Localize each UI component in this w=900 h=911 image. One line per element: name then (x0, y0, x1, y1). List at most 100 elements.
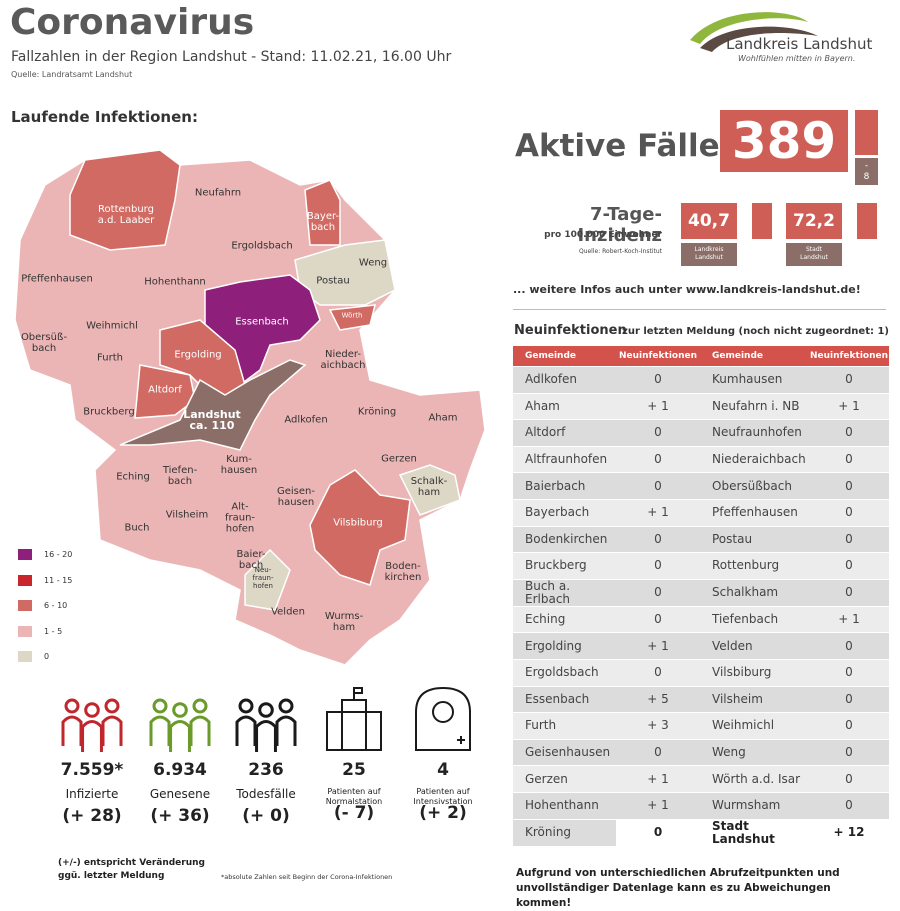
table-cell: 0 (809, 473, 889, 499)
stat-label: Patienten auf Normalstation (325, 787, 383, 806)
stat-icon (61, 698, 123, 752)
table-cell: Eching (513, 606, 616, 633)
region-label: Weihmichl (86, 320, 138, 332)
table-row: Altdorf 0 Neufraunhofen 0 (513, 420, 889, 446)
stat-icon (235, 698, 297, 752)
stat-icon (415, 686, 471, 751)
table-cell: 0 (616, 446, 700, 473)
icon-head (278, 698, 294, 714)
region-label: Rottenburg a.d. Laaber (97, 204, 155, 226)
legend-label: 1 - 5 (44, 626, 63, 636)
region-label: Obersüß- bach (20, 332, 68, 354)
table-cell: Rottenburg (700, 553, 809, 579)
region-label: Adlkofen (284, 414, 328, 426)
table-cell: Buch a. Erlbach (513, 579, 616, 606)
stat-label: Todesfälle (236, 787, 296, 801)
disclaimer: Aufgrund von unterschiedlichen Abrufzeit… (516, 867, 840, 909)
table-cell: Geisenhausen (513, 739, 616, 766)
table-cell: + 1 (616, 766, 700, 792)
table-cell: 0 (616, 553, 700, 579)
region-label: Nieder- aichbach (320, 349, 366, 371)
icon-body (81, 720, 103, 752)
table-cell: Bruckberg (513, 553, 616, 579)
stat-change: (+ 28) (62, 806, 122, 826)
icon-body (235, 715, 257, 746)
region-label: Velden (271, 606, 305, 618)
table-cell: Hohenthann (513, 792, 616, 819)
table-cell: 0 (809, 446, 889, 473)
table-row: Bruckberg 0 Rottenburg 0 (513, 553, 889, 579)
region-label: Kum- hausen (220, 454, 258, 476)
icon-flag (353, 687, 363, 700)
table-note: zur letzten Meldung (noch nicht zugeordn… (622, 326, 889, 337)
incidence-subtitle: pro 100.000 Einwohner (544, 230, 662, 240)
region-label: Geisen- hausen (277, 486, 315, 508)
source: Quelle: Landratsamt Landshut (11, 70, 133, 79)
table-cell: Pfeffenhausen (700, 499, 809, 526)
table-row: Hohenthann + 1 Wurmsham 0 (513, 792, 889, 819)
legend-swatch (18, 651, 32, 662)
icon-head (172, 702, 188, 718)
legend-label: 0 (44, 652, 50, 661)
column-header: Gemeinde (513, 346, 616, 366)
region-area (69, 149, 181, 251)
region-area (328, 304, 376, 331)
legend-swatch (18, 574, 32, 586)
region-label: Vilsbiburg (333, 517, 383, 529)
title: Coronavirus (10, 2, 255, 43)
icon-head (84, 702, 100, 718)
table-cell: 0 (809, 579, 889, 606)
legend-label: 11 - 15 (44, 575, 73, 585)
table-cell: Kumhausen (700, 367, 809, 393)
region-label: Vilsheim (165, 509, 209, 521)
stat-icon (149, 698, 211, 752)
icon-body (169, 720, 191, 752)
region-label: Buch (124, 522, 150, 534)
icon-building (341, 699, 367, 751)
icon-cross (457, 736, 465, 744)
icon-head (192, 698, 208, 714)
table-cell: 0 (616, 579, 700, 606)
region-area (304, 179, 341, 246)
table-cell: Neufraunhofen (700, 420, 809, 446)
region-area (134, 364, 196, 419)
legend-swatch (18, 625, 32, 637)
table-row: Ergoldsbach 0 Vilsbiburg 0 (513, 659, 889, 686)
separator (513, 309, 886, 310)
stat-icon (326, 687, 382, 751)
table-cell: Ergoldsbach (513, 659, 616, 686)
table-cell: Furth (513, 713, 616, 739)
region-label: Landshut ca. 110 (183, 408, 241, 432)
region-label: Furth (97, 352, 123, 364)
stat-value: 7.559* (60, 760, 124, 780)
table-cell: 0 (616, 526, 700, 553)
region-label: Hohenthann (144, 276, 206, 288)
table-row: Bodenkirchen 0 Postau 0 (513, 526, 889, 553)
table-title: Neuinfektionen (514, 323, 627, 338)
logo-slogan: Wohlfühlen mitten in Bayern. (738, 54, 856, 63)
active-arrow (855, 110, 878, 155)
logo-swoosh (700, 26, 818, 52)
table-cell: Vilsbiburg (700, 659, 809, 686)
icon-head (64, 698, 80, 714)
table-row: Ergolding + 1 Velden 0 (513, 633, 889, 659)
table-cell: 0 (616, 473, 700, 499)
region-label: Baier- bach (236, 549, 266, 571)
region-label: Ergoldsbach (231, 240, 293, 252)
icon-head (152, 698, 168, 714)
icon-body (275, 715, 297, 746)
active-value: 389 (720, 110, 848, 172)
region-label: Ergolding (174, 349, 222, 361)
table-cell: + 12 (809, 819, 889, 846)
change-value: 8 (863, 172, 870, 182)
stat-value: 6.934 (153, 760, 207, 780)
stat-label: Patienten auf Intensivstation (413, 787, 473, 806)
incidence-source: Quelle: Robert-Koch-Institut (578, 248, 662, 255)
incidence-value: 40,7 (681, 203, 737, 239)
icon-head (432, 701, 454, 723)
table-cell: + 1 (809, 606, 889, 633)
table-row: Gerzen + 1 Wörth a.d. Isar 0 (513, 766, 889, 792)
stat-change: (+ 36) (150, 806, 210, 826)
